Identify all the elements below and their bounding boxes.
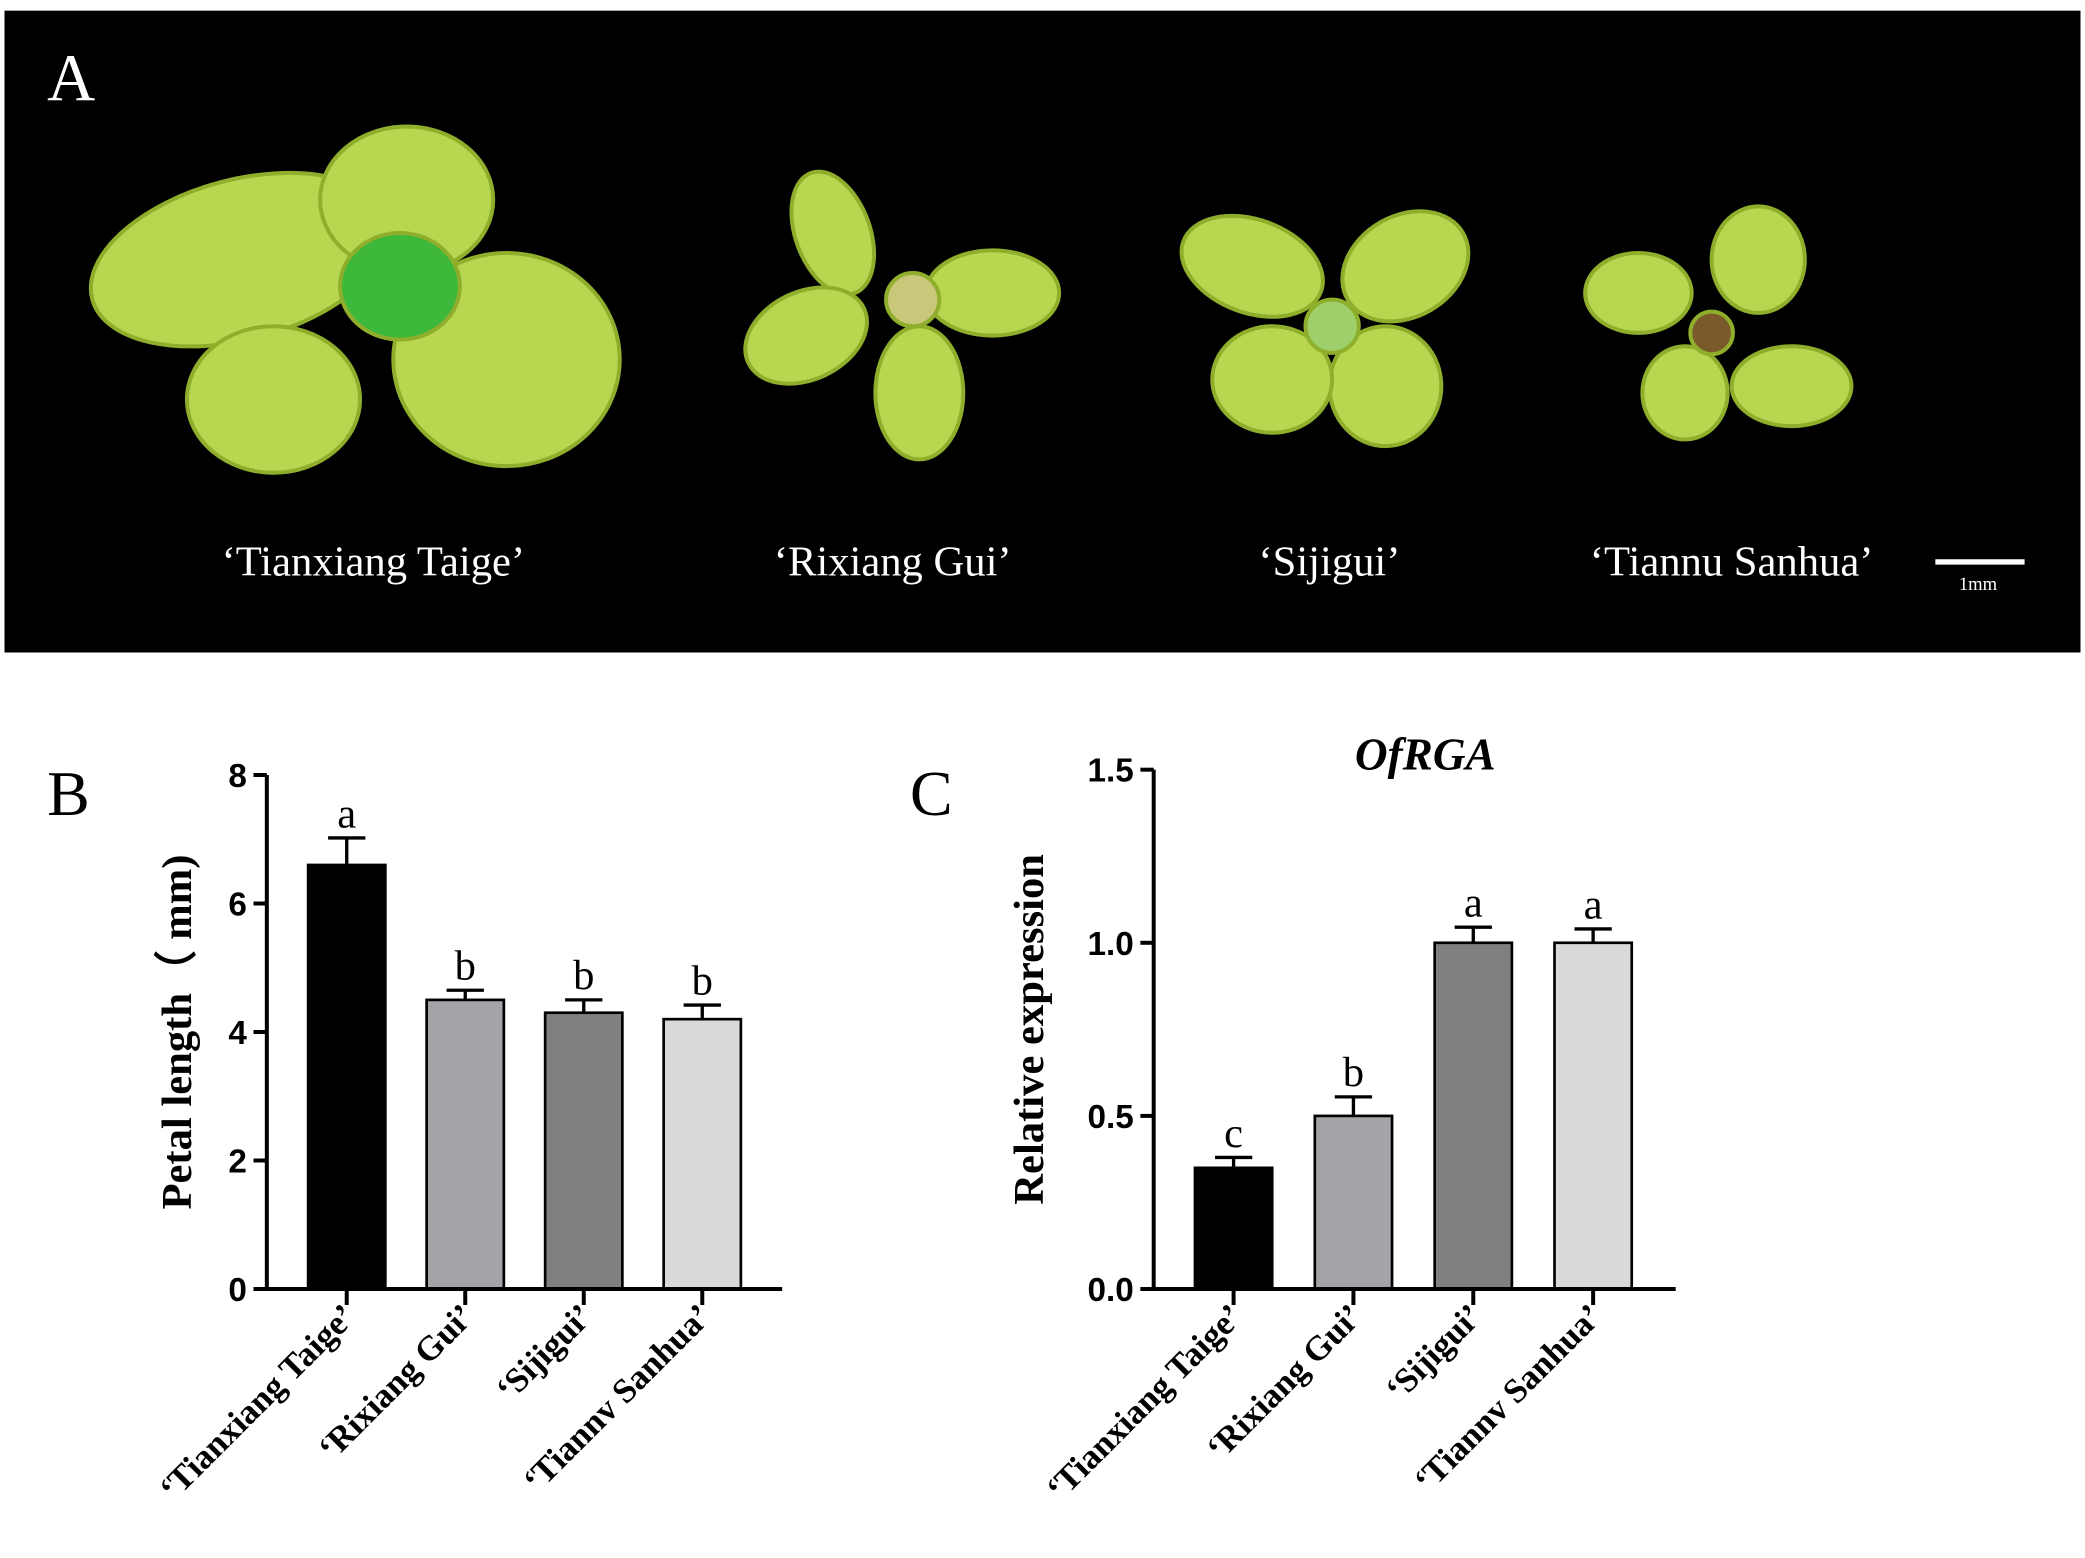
y-tick-label: 1.0 xyxy=(1087,926,1133,963)
y-tick-label: 8 xyxy=(228,758,247,795)
y-tick-label: 6 xyxy=(228,886,247,923)
y-tick-label: 2 xyxy=(228,1143,247,1180)
bar xyxy=(1553,941,1634,1291)
significance-label: b xyxy=(455,943,476,990)
y-tick-label: 4 xyxy=(228,1015,247,1052)
flower-illustrations xyxy=(88,124,1854,475)
caption: ‘Rixiang Gui’ xyxy=(774,538,1012,585)
x-tick-label: ‘Sijigui’ xyxy=(489,1297,600,1408)
bar xyxy=(1193,1166,1274,1291)
bar xyxy=(306,863,387,1291)
x-tick-label: ‘Tianxiang Taige’ xyxy=(1039,1297,1250,1508)
panel-label: C xyxy=(910,758,953,829)
photo-panel: A ‘Tianxiang Taige’ ‘Rixiang Gui’ ‘Sijig… xyxy=(4,10,2081,653)
significance-label: c xyxy=(1224,1110,1243,1157)
bar xyxy=(662,1017,743,1291)
y-tick-label: 0.0 xyxy=(1087,1272,1133,1309)
significance-label: b xyxy=(692,957,713,1004)
significance-label: b xyxy=(1343,1049,1364,1096)
chart-title: OfRGA xyxy=(1355,730,1496,780)
y-tick-label: 0.5 xyxy=(1087,1099,1133,1136)
y-axis-title: Petal length（ mm) xyxy=(154,855,201,1210)
x-tick-label: ‘Tianxiang Taige’ xyxy=(152,1297,363,1508)
caption: ‘Tiannu Sanhua’ xyxy=(1590,538,1874,585)
panel-label: A xyxy=(47,42,95,115)
bar xyxy=(425,998,506,1291)
bar xyxy=(543,1011,624,1291)
x-tick-label: ‘Sijigui’ xyxy=(1378,1297,1489,1408)
significance-label: a xyxy=(1464,880,1483,927)
y-tick-label: 1.5 xyxy=(1087,753,1133,790)
bar xyxy=(1313,1114,1394,1291)
y-axis-title: Relative expression xyxy=(1006,854,1053,1205)
caption: ‘Sijigui’ xyxy=(1258,538,1400,585)
panel-label: B xyxy=(47,758,90,829)
caption: ‘Tianxiang Taige’ xyxy=(222,538,526,585)
significance-label: a xyxy=(337,790,356,837)
significance-label: a xyxy=(1584,881,1603,928)
bar xyxy=(1433,941,1514,1291)
scale-bar-label: 1mm xyxy=(1959,574,1998,595)
significance-label: b xyxy=(573,952,594,999)
y-tick-label: 0 xyxy=(228,1272,247,1309)
